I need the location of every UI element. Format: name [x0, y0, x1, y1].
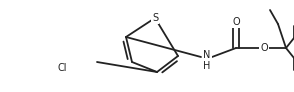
Text: O: O: [232, 17, 240, 27]
Text: O: O: [260, 43, 268, 53]
Text: H: H: [203, 61, 211, 71]
Text: Cl: Cl: [57, 63, 67, 73]
Text: S: S: [152, 13, 158, 23]
Text: N: N: [203, 50, 211, 60]
